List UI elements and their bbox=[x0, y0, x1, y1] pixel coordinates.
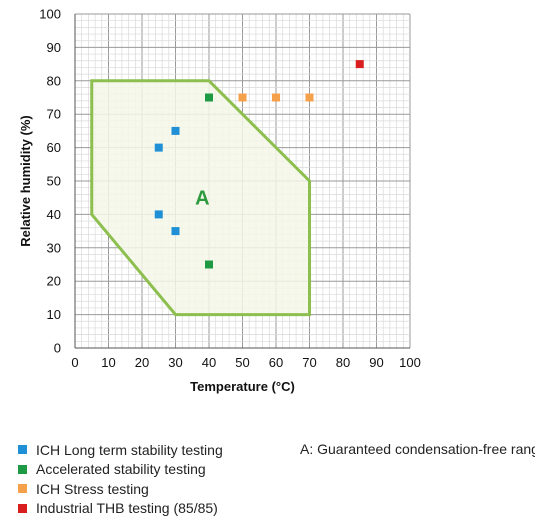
legend-swatch bbox=[18, 465, 27, 474]
y-tick-label: 10 bbox=[47, 307, 61, 322]
y-tick-label: 100 bbox=[39, 7, 61, 22]
x-tick-label: 60 bbox=[269, 355, 283, 370]
x-tick-label: 40 bbox=[202, 355, 216, 370]
y-tick-label: 60 bbox=[47, 140, 61, 155]
data-point bbox=[155, 144, 163, 152]
y-tick-label: 50 bbox=[47, 174, 61, 189]
x-tick-label: 90 bbox=[369, 355, 383, 370]
x-tick-label: 20 bbox=[135, 355, 149, 370]
data-point bbox=[172, 227, 180, 235]
data-point bbox=[239, 94, 247, 102]
region-annotation: A: Guaranteed condensation-free range bbox=[300, 440, 535, 460]
legend-swatch bbox=[18, 445, 27, 454]
y-tick-label: 0 bbox=[54, 341, 61, 356]
data-point bbox=[205, 261, 213, 269]
x-tick-label: 30 bbox=[168, 355, 182, 370]
y-tick-label: 80 bbox=[47, 73, 61, 88]
y-tick-label: 20 bbox=[47, 274, 61, 289]
x-tick-label: 70 bbox=[302, 355, 316, 370]
data-point bbox=[356, 60, 364, 68]
x-tick-label: 80 bbox=[336, 355, 350, 370]
legend-item: ICH Long term stability testing bbox=[18, 440, 223, 460]
x-tick-label: 0 bbox=[71, 355, 78, 370]
data-point bbox=[306, 94, 314, 102]
x-tick-label: 50 bbox=[235, 355, 249, 370]
legend-label: Accelerated stability testing bbox=[36, 461, 206, 477]
y-tick-label: 90 bbox=[47, 40, 61, 55]
x-tick-label: 100 bbox=[399, 355, 421, 370]
legend-label: ICH Stress testing bbox=[36, 481, 149, 497]
legend-label: Industrial THB testing (85/85) bbox=[36, 500, 218, 516]
region-label: A bbox=[195, 188, 209, 210]
legend-item: ICH Stress testing bbox=[18, 479, 223, 499]
data-point bbox=[272, 94, 280, 102]
legend-swatch bbox=[18, 504, 27, 513]
legend-swatch bbox=[18, 484, 27, 493]
chart: 0 10 20 30 40 50 60 70 80 90 100 0 10 20 30 40 50 60 70 80 9… bbox=[0, 0, 535, 420]
y-tick-label: 40 bbox=[47, 207, 61, 222]
x-tick-label: 10 bbox=[101, 355, 115, 370]
y-axis-title: Relative humidity (%) bbox=[18, 115, 33, 246]
data-point bbox=[172, 127, 180, 135]
y-tick-label: 30 bbox=[47, 240, 61, 255]
legend-item: Accelerated stability testing bbox=[18, 460, 223, 480]
x-axis-title: Temperature (°C) bbox=[190, 379, 295, 394]
data-point bbox=[205, 94, 213, 102]
legend-item: Industrial THB testing (85/85) bbox=[18, 499, 223, 518]
legend-label: ICH Long term stability testing bbox=[36, 442, 223, 458]
legend: ICH Long term stability testing Accelera… bbox=[18, 440, 223, 518]
y-tick-label: 70 bbox=[47, 107, 61, 122]
data-point bbox=[155, 210, 163, 218]
